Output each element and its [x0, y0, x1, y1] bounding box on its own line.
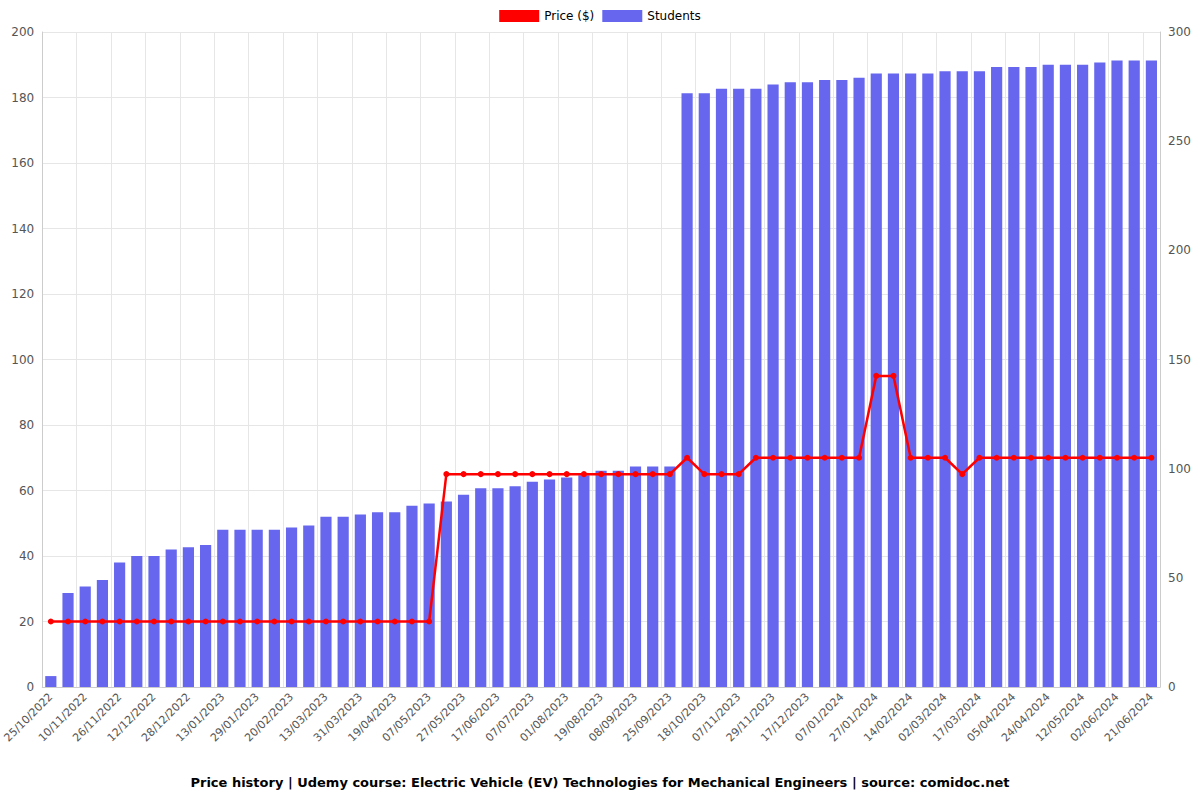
svg-text:19/04/2023: 19/04/2023 [345, 690, 400, 745]
svg-text:12/05/2024: 12/05/2024 [1033, 690, 1088, 745]
svg-text:20/02/2023: 20/02/2023 [242, 690, 297, 745]
svg-text:01/08/2023: 01/08/2023 [517, 690, 572, 745]
svg-text:50: 50 [1168, 571, 1183, 585]
svg-text:250: 250 [1168, 134, 1191, 148]
svg-text:27/01/2024: 27/01/2024 [826, 690, 881, 745]
svg-text:07/05/2023: 07/05/2023 [379, 690, 434, 745]
svg-text:17/03/2024: 17/03/2024 [930, 690, 984, 745]
svg-text:26/11/2022: 26/11/2022 [70, 690, 125, 745]
svg-text:28/12/2022: 28/12/2022 [139, 690, 193, 745]
svg-text:25/10/2022: 25/10/2022 [1, 690, 56, 745]
svg-text:07/11/2023: 07/11/2023 [689, 690, 744, 745]
svg-text:08/09/2023: 08/09/2023 [586, 690, 641, 745]
svg-text:02/06/2024: 02/06/2024 [1067, 690, 1122, 745]
svg-text:0: 0 [1168, 680, 1176, 694]
svg-text:29/01/2023: 29/01/2023 [207, 690, 262, 745]
svg-text:29/11/2023: 29/11/2023 [723, 690, 778, 745]
svg-text:07/01/2024: 07/01/2024 [792, 690, 847, 745]
svg-text:13/01/2023: 13/01/2023 [173, 690, 228, 745]
svg-text:100: 100 [1168, 462, 1191, 476]
svg-text:160: 160 [11, 156, 34, 170]
svg-text:60: 60 [19, 484, 34, 498]
svg-text:10/11/2022: 10/11/2022 [35, 690, 90, 745]
svg-text:05/04/2024: 05/04/2024 [964, 690, 1019, 745]
svg-text:40: 40 [19, 549, 34, 563]
svg-text:19/08/2023: 19/08/2023 [551, 690, 606, 745]
svg-text:Students: Students [647, 9, 701, 23]
svg-text:80: 80 [19, 418, 34, 432]
svg-text:17/06/2023: 17/06/2023 [448, 690, 503, 745]
svg-text:120: 120 [11, 287, 34, 301]
svg-text:300: 300 [1168, 25, 1191, 39]
svg-text:200: 200 [1168, 243, 1191, 257]
svg-text:Price history | Udemy course:: Price history | Udemy course: Electric V… [190, 775, 1009, 790]
svg-text:180: 180 [11, 91, 34, 105]
svg-text:200: 200 [11, 25, 34, 39]
svg-text:140: 140 [11, 222, 34, 236]
svg-text:27/05/2023: 27/05/2023 [414, 690, 469, 745]
svg-text:Price ($): Price ($) [544, 9, 594, 23]
svg-text:0: 0 [27, 680, 35, 694]
svg-text:21/06/2024: 21/06/2024 [1102, 690, 1156, 744]
svg-text:18/10/2023: 18/10/2023 [654, 690, 709, 745]
svg-text:20: 20 [19, 615, 34, 629]
svg-text:12/12/2022: 12/12/2022 [104, 690, 159, 745]
svg-text:31/03/2023: 31/03/2023 [311, 690, 365, 745]
svg-text:07/07/2023: 07/07/2023 [483, 690, 537, 745]
svg-text:14/02/2024: 14/02/2024 [861, 690, 916, 745]
svg-text:02/03/2024: 02/03/2024 [895, 690, 950, 745]
svg-text:24/04/2024: 24/04/2024 [998, 690, 1053, 745]
svg-text:25/09/2023: 25/09/2023 [620, 690, 675, 745]
svg-text:17/12/2023: 17/12/2023 [758, 690, 813, 745]
svg-text:150: 150 [1168, 353, 1191, 367]
svg-text:100: 100 [11, 353, 34, 367]
svg-text:13/03/2023: 13/03/2023 [276, 690, 331, 745]
